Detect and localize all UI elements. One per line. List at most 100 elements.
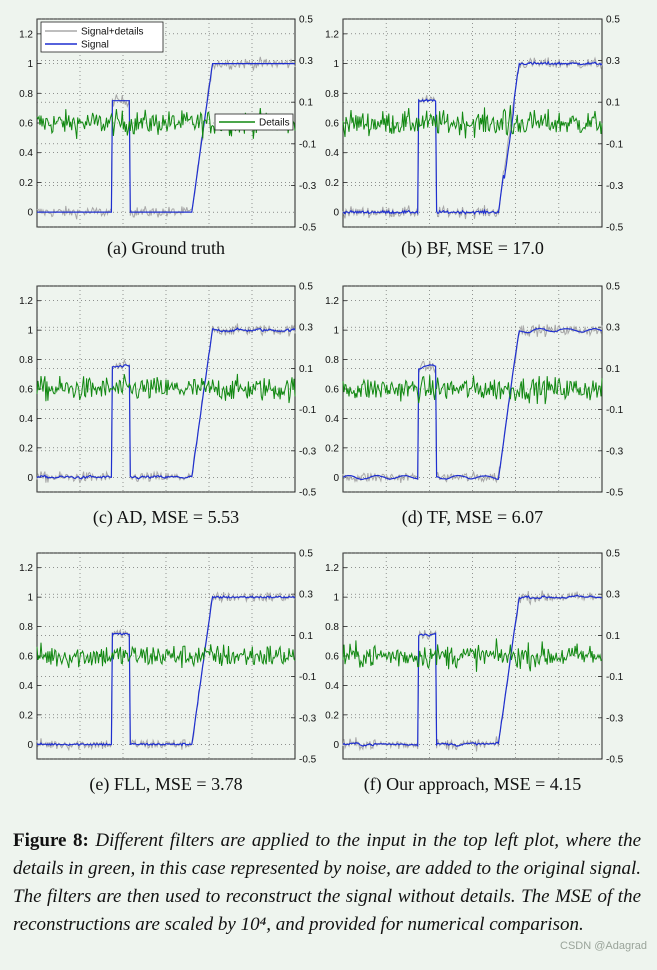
left-tick-label: 1 bbox=[27, 59, 33, 70]
panel-caption: (a) Ground truth bbox=[107, 238, 225, 259]
left-tick-label: 0.4 bbox=[325, 681, 339, 692]
legend-label: Details bbox=[259, 118, 290, 129]
left-tick-label: 1.2 bbox=[19, 296, 33, 307]
left-tick-label: 0.2 bbox=[19, 443, 33, 454]
left-tick-label: 0.2 bbox=[19, 178, 33, 189]
right-tick-label: 0.1 bbox=[299, 364, 313, 375]
right-tick-label: -0.3 bbox=[299, 713, 317, 724]
right-tick-label: 0.3 bbox=[299, 56, 313, 67]
legend-label: Signal bbox=[81, 40, 109, 51]
panel-caption: (f) Our approach, MSE = 4.15 bbox=[364, 774, 582, 795]
left-tick-label: 1 bbox=[27, 326, 33, 337]
panel-d: 1.2 1 0.8 0.6 0.4 0.2 0 0.5 0.3 0.1 -0.1 -0.3 -0.5 (d… bbox=[325, 282, 624, 529]
right-tick-label: 0.1 bbox=[299, 631, 313, 642]
panel-f: 1.2 1 0.8 0.6 0.4 0.2 0 0.5 0.3 0.1 -0.1 -0.3 -0.5 (f… bbox=[325, 549, 624, 796]
series-signal-plus-details bbox=[36, 323, 296, 484]
right-tick-label: 0.3 bbox=[606, 323, 620, 334]
left-tick-label: 0 bbox=[333, 740, 339, 751]
left-tick-label: 0.8 bbox=[19, 622, 33, 633]
left-tick-label: 0.2 bbox=[325, 710, 339, 721]
left-tick-label: 0.4 bbox=[19, 148, 33, 159]
figure-caption: Figure 8: Different filters are applied … bbox=[13, 827, 641, 939]
right-tick-label: -0.1 bbox=[299, 672, 317, 683]
right-tick-label: 0.3 bbox=[606, 56, 620, 67]
panel-e: 1.2 1 0.8 0.6 0.4 0.2 0 0.5 0.3 0.1 -0.1 -0.3 -0.5 (e… bbox=[19, 549, 317, 796]
right-tick-label: -0.5 bbox=[299, 223, 317, 234]
series-details bbox=[36, 373, 296, 404]
series-details bbox=[342, 375, 603, 405]
watermark: CSDN @Adagrad bbox=[560, 940, 647, 952]
left-tick-label: 0.8 bbox=[19, 89, 33, 100]
left-tick-label: 0.2 bbox=[325, 178, 339, 189]
right-tick-label: 0.1 bbox=[606, 631, 620, 642]
left-tick-label: 0.8 bbox=[325, 89, 339, 100]
left-tick-label: 1.2 bbox=[325, 563, 339, 574]
figure-caption-body: Different filters are applied to the inp… bbox=[13, 830, 641, 935]
right-tick-label: -0.5 bbox=[606, 223, 624, 234]
left-tick-label: 0.6 bbox=[325, 652, 339, 663]
right-tick-label: 0.5 bbox=[299, 15, 313, 26]
right-tick-label: 0.5 bbox=[299, 549, 313, 560]
left-tick-label: 1 bbox=[333, 59, 339, 70]
left-tick-label: 0.4 bbox=[325, 414, 339, 425]
panel-caption: (c) AD, MSE = 5.53 bbox=[93, 507, 239, 528]
panel-caption: (b) BF, MSE = 17.0 bbox=[401, 238, 544, 259]
right-tick-label: 0.5 bbox=[299, 282, 313, 293]
right-tick-label: -0.1 bbox=[606, 405, 624, 416]
left-tick-label: 0.4 bbox=[325, 148, 339, 159]
right-tick-label: -0.1 bbox=[606, 672, 624, 683]
series-signal bbox=[342, 594, 603, 748]
left-tick-label: 0.8 bbox=[19, 355, 33, 366]
figure-caption-lead: Figure 8: bbox=[13, 830, 89, 851]
left-tick-label: 0.6 bbox=[19, 119, 33, 130]
right-tick-label: -0.3 bbox=[299, 446, 317, 457]
left-tick-label: 0.8 bbox=[325, 355, 339, 366]
series-details bbox=[342, 105, 603, 139]
left-tick-label: 0 bbox=[27, 473, 33, 484]
right-tick-label: 0.3 bbox=[299, 323, 313, 334]
left-tick-label: 1 bbox=[27, 593, 33, 604]
left-tick-label: 1.2 bbox=[19, 563, 33, 574]
right-tick-label: -0.3 bbox=[606, 713, 624, 724]
left-tick-label: 1.2 bbox=[19, 29, 33, 40]
right-tick-label: 0.1 bbox=[299, 98, 313, 109]
left-tick-label: 0.6 bbox=[19, 385, 33, 396]
left-tick-label: 0.6 bbox=[325, 385, 339, 396]
right-tick-label: -0.5 bbox=[606, 755, 624, 766]
right-tick-label: -0.3 bbox=[606, 181, 624, 192]
left-tick-label: 0.2 bbox=[19, 710, 33, 721]
panel-caption: (d) TF, MSE = 6.07 bbox=[402, 507, 543, 528]
right-tick-label: -0.3 bbox=[299, 181, 317, 192]
panel-c: 1.2 1 0.8 0.6 0.4 0.2 0 0.5 0.3 0.1 -0.1 -0.3 -0.5 (c… bbox=[19, 282, 317, 529]
right-tick-label: 0.5 bbox=[606, 282, 620, 293]
right-tick-label: -0.1 bbox=[299, 139, 317, 150]
series-signal bbox=[36, 327, 296, 480]
series-signal bbox=[36, 595, 296, 747]
left-tick-label: 0.8 bbox=[325, 622, 339, 633]
left-tick-label: 0.4 bbox=[19, 681, 33, 692]
series-signal bbox=[342, 327, 602, 481]
left-tick-label: 0.6 bbox=[325, 119, 339, 130]
legend-label: Signal+details bbox=[81, 27, 144, 38]
right-tick-label: -0.5 bbox=[299, 488, 317, 499]
left-tick-label: 0.2 bbox=[325, 443, 339, 454]
left-tick-label: 0 bbox=[27, 208, 33, 219]
panel-a: 1.2 1 0.8 0.6 0.4 0.2 0 0.5 0.3 0.1 -0.1 -0.3 -0.5 Si… bbox=[19, 15, 317, 260]
right-tick-label: 0.5 bbox=[606, 549, 620, 560]
left-tick-label: 1.2 bbox=[325, 29, 339, 40]
series-signal bbox=[342, 60, 603, 216]
panel-b: 1.2 1 0.8 0.6 0.4 0.2 0 0.5 0.3 0.1 -0.1 -0.3 -0.5 (b… bbox=[325, 15, 624, 260]
right-tick-label: 0.1 bbox=[606, 98, 620, 109]
left-tick-label: 1 bbox=[333, 593, 339, 604]
legend: Signal+details Signal Details bbox=[40, 21, 294, 131]
right-tick-label: 0.1 bbox=[606, 364, 620, 375]
left-tick-label: 1 bbox=[333, 326, 339, 337]
left-tick-label: 1.2 bbox=[325, 296, 339, 307]
legend-box bbox=[40, 21, 164, 53]
left-tick-label: 0.4 bbox=[19, 414, 33, 425]
series-details bbox=[342, 638, 603, 672]
left-tick-label: 0 bbox=[333, 208, 339, 219]
right-tick-label: 0.5 bbox=[606, 15, 620, 26]
series-details bbox=[36, 642, 296, 669]
right-tick-label: 0.3 bbox=[606, 590, 620, 601]
